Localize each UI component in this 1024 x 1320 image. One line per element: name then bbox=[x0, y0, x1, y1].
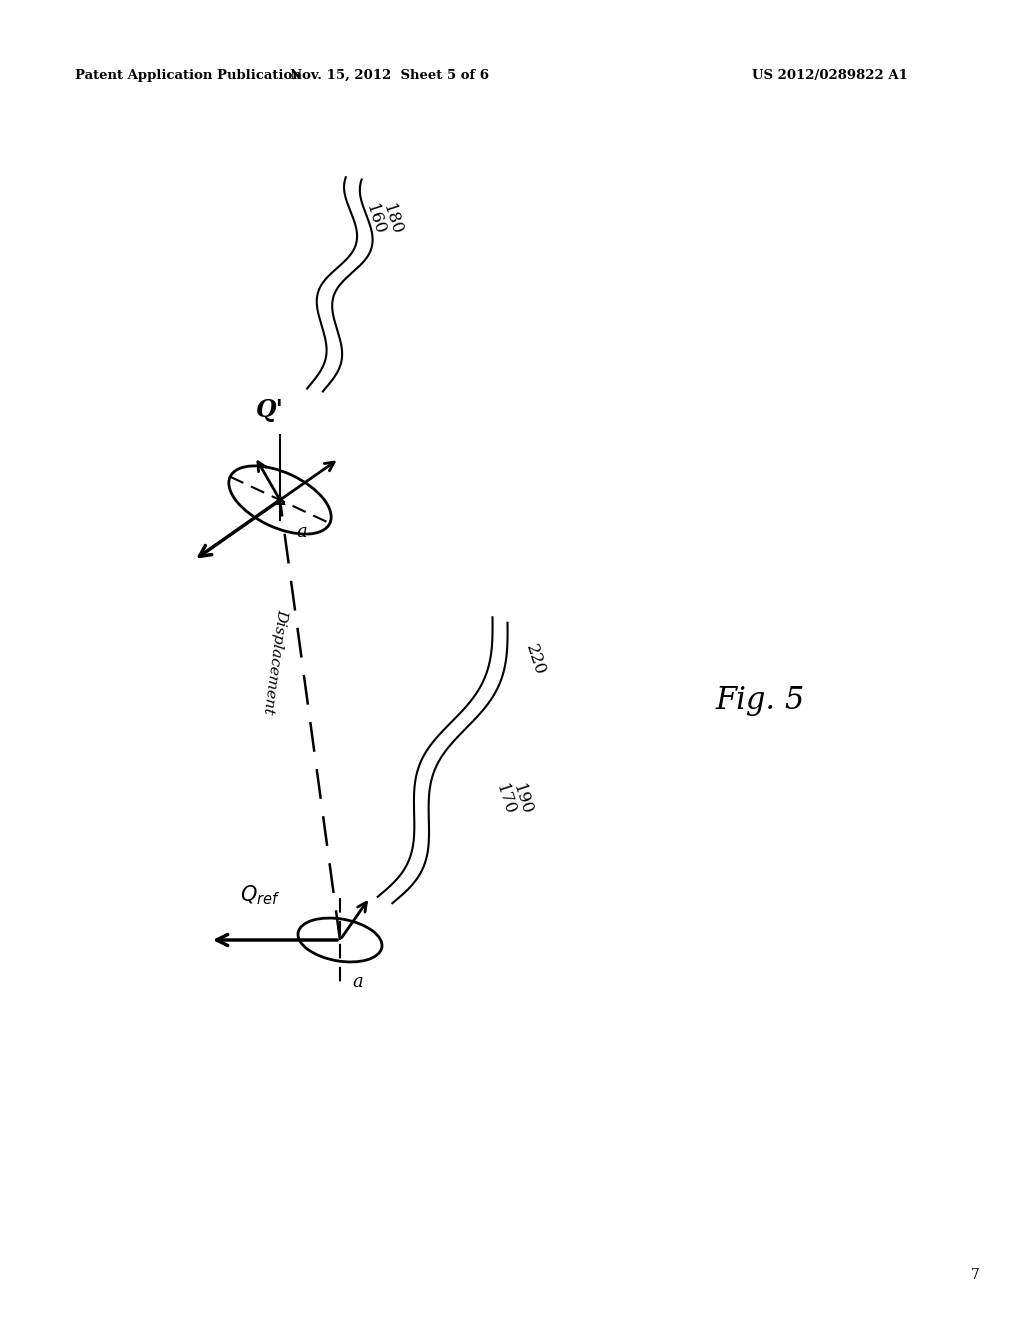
Text: $Q_{ref}$: $Q_{ref}$ bbox=[240, 883, 281, 907]
Text: 190: 190 bbox=[509, 783, 535, 817]
Text: 220: 220 bbox=[522, 643, 548, 677]
Text: Fig. 5: Fig. 5 bbox=[716, 685, 805, 715]
Text: 160: 160 bbox=[362, 202, 388, 238]
Text: 170: 170 bbox=[492, 783, 518, 818]
Text: Patent Application Publication: Patent Application Publication bbox=[75, 69, 302, 82]
Text: Nov. 15, 2012  Sheet 5 of 6: Nov. 15, 2012 Sheet 5 of 6 bbox=[291, 69, 489, 82]
Text: a: a bbox=[297, 523, 307, 541]
Text: US 2012/0289822 A1: US 2012/0289822 A1 bbox=[752, 69, 908, 82]
Text: 180: 180 bbox=[379, 202, 406, 238]
Text: Displacement: Displacement bbox=[261, 609, 289, 715]
Text: a: a bbox=[352, 973, 364, 991]
Text: 7: 7 bbox=[971, 1269, 979, 1282]
Text: Q': Q' bbox=[256, 399, 284, 422]
